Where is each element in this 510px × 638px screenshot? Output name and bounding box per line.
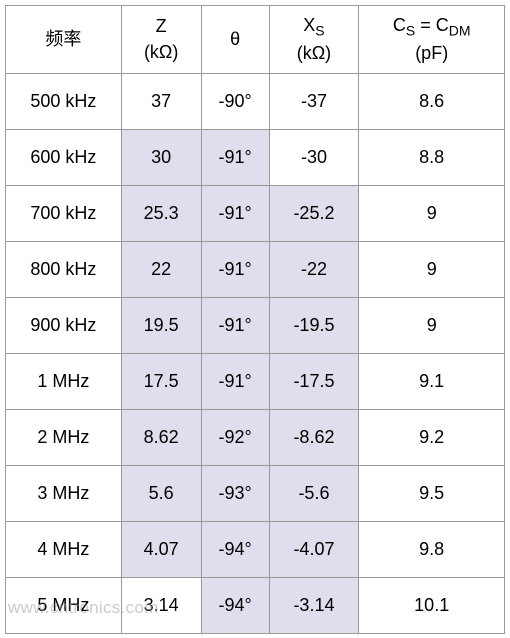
- header-xs-label: XS: [278, 13, 351, 41]
- cell-theta: -90°: [201, 74, 269, 130]
- cell-cs: 9: [359, 186, 505, 242]
- cell-z: 30: [121, 130, 201, 186]
- cell-cs: 8.8: [359, 130, 505, 186]
- cell-frequency: 1 MHz: [6, 354, 122, 410]
- cell-theta: -91°: [201, 298, 269, 354]
- cell-frequency: 500 kHz: [6, 74, 122, 130]
- cell-xs: -22: [269, 242, 359, 298]
- table-row: 800 kHz22-91°-229: [6, 242, 505, 298]
- cell-z: 3.14: [121, 578, 201, 634]
- cell-xs: -5.6: [269, 466, 359, 522]
- cell-z: 25.3: [121, 186, 201, 242]
- cell-xs: -25.2: [269, 186, 359, 242]
- table-body: 500 kHz37-90°-378.6600 kHz30-91°-308.870…: [6, 74, 505, 634]
- table-header-row: 频率 Z (kΩ) θ XS (kΩ) CS = CDM (pF): [6, 6, 505, 74]
- cell-z: 4.07: [121, 522, 201, 578]
- cell-theta: -94°: [201, 578, 269, 634]
- col-header-theta: θ: [201, 6, 269, 74]
- table-row: 500 kHz37-90°-378.6: [6, 74, 505, 130]
- cell-frequency: 5 MHz: [6, 578, 122, 634]
- table-row: 4 MHz4.07-94°-4.079.8: [6, 522, 505, 578]
- cell-xs: -37: [269, 74, 359, 130]
- cell-cs: 9: [359, 298, 505, 354]
- cell-cs: 9.8: [359, 522, 505, 578]
- header-freq-label: 频率: [14, 27, 113, 52]
- cell-frequency: 600 kHz: [6, 130, 122, 186]
- cell-cs: 10.1: [359, 578, 505, 634]
- cell-z: 19.5: [121, 298, 201, 354]
- cell-xs: -30: [269, 130, 359, 186]
- cell-cs: 8.6: [359, 74, 505, 130]
- cell-xs: -8.62: [269, 410, 359, 466]
- cell-xs: -19.5: [269, 298, 359, 354]
- impedance-table: 频率 Z (kΩ) θ XS (kΩ) CS = CDM (pF) 500 kH…: [5, 5, 505, 634]
- cell-theta: -92°: [201, 410, 269, 466]
- col-header-frequency: 频率: [6, 6, 122, 74]
- cell-theta: -91°: [201, 242, 269, 298]
- cell-cs: 9.5: [359, 466, 505, 522]
- header-cs-label: CS = CDM: [367, 13, 496, 41]
- cell-frequency: 4 MHz: [6, 522, 122, 578]
- cell-z: 37: [121, 74, 201, 130]
- header-theta-label: θ: [210, 27, 261, 52]
- cell-theta: -91°: [201, 130, 269, 186]
- cell-xs: -17.5: [269, 354, 359, 410]
- table-row: 900 kHz19.5-91°-19.59: [6, 298, 505, 354]
- table-row: 3 MHz5.6-93°-5.69.5: [6, 466, 505, 522]
- col-header-xs: XS (kΩ): [269, 6, 359, 74]
- cell-frequency: 2 MHz: [6, 410, 122, 466]
- cell-frequency: 800 kHz: [6, 242, 122, 298]
- cell-frequency: 3 MHz: [6, 466, 122, 522]
- table-row: 700 kHz25.3-91°-25.29: [6, 186, 505, 242]
- table-row: 2 MHz8.62-92°-8.629.2: [6, 410, 505, 466]
- cell-frequency: 700 kHz: [6, 186, 122, 242]
- header-z-unit: (kΩ): [130, 40, 193, 65]
- col-header-cs: CS = CDM (pF): [359, 6, 505, 74]
- col-header-z: Z (kΩ): [121, 6, 201, 74]
- cell-theta: -91°: [201, 186, 269, 242]
- table-row: 600 kHz30-91°-308.8: [6, 130, 505, 186]
- cell-frequency: 900 kHz: [6, 298, 122, 354]
- table-row: 1 MHz17.5-91°-17.59.1: [6, 354, 505, 410]
- cell-z: 17.5: [121, 354, 201, 410]
- cell-z: 5.6: [121, 466, 201, 522]
- cell-theta: -94°: [201, 522, 269, 578]
- cell-xs: -3.14: [269, 578, 359, 634]
- cell-xs: -4.07: [269, 522, 359, 578]
- cell-theta: -91°: [201, 354, 269, 410]
- header-cs-unit: (pF): [367, 41, 496, 66]
- cell-z: 8.62: [121, 410, 201, 466]
- header-z-label: Z: [130, 14, 193, 39]
- cell-cs: 9.2: [359, 410, 505, 466]
- cell-z: 22: [121, 242, 201, 298]
- cell-cs: 9: [359, 242, 505, 298]
- cell-cs: 9.1: [359, 354, 505, 410]
- header-xs-unit: (kΩ): [278, 41, 351, 66]
- table-row: 5 MHz3.14-94°-3.1410.1: [6, 578, 505, 634]
- cell-theta: -93°: [201, 466, 269, 522]
